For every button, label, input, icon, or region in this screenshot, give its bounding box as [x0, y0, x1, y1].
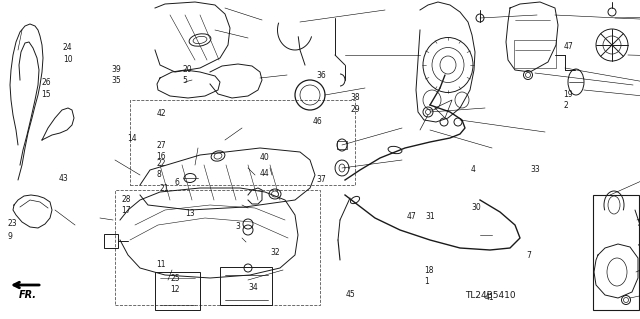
Text: 15: 15 — [42, 90, 51, 99]
Bar — [337, 141, 347, 149]
Text: 19: 19 — [563, 90, 573, 99]
Text: 37: 37 — [316, 175, 326, 184]
Text: 28: 28 — [122, 195, 131, 204]
Text: 21: 21 — [159, 184, 169, 193]
Bar — [220, 267, 272, 305]
Text: 29: 29 — [351, 105, 360, 114]
Text: 18: 18 — [424, 266, 434, 275]
Text: 5: 5 — [182, 76, 188, 85]
Text: 22: 22 — [156, 159, 166, 168]
Text: 6: 6 — [174, 178, 179, 187]
Text: 7: 7 — [526, 251, 531, 260]
Text: 23: 23 — [8, 219, 17, 228]
Text: 24: 24 — [63, 43, 72, 52]
Text: 35: 35 — [111, 76, 121, 85]
Text: 34: 34 — [248, 283, 258, 292]
Text: 47: 47 — [407, 212, 417, 221]
Text: 25: 25 — [170, 274, 180, 283]
Text: 12: 12 — [170, 285, 180, 294]
Text: 10: 10 — [63, 55, 72, 63]
Text: 38: 38 — [351, 93, 360, 102]
Bar — [593, 195, 639, 310]
Text: 44: 44 — [259, 169, 269, 178]
Bar — [155, 272, 200, 310]
Text: 8: 8 — [156, 170, 161, 179]
Text: 45: 45 — [346, 290, 355, 299]
Text: 17: 17 — [122, 206, 131, 215]
Text: 41: 41 — [485, 293, 495, 302]
Text: 42: 42 — [156, 109, 166, 118]
Text: 40: 40 — [259, 153, 269, 162]
Text: 47: 47 — [563, 42, 573, 51]
Text: 30: 30 — [471, 204, 481, 212]
Bar — [514, 40, 556, 68]
Text: 33: 33 — [530, 165, 540, 174]
Text: 14: 14 — [127, 134, 136, 143]
Text: 11: 11 — [156, 260, 166, 269]
Bar — [104, 234, 118, 248]
Bar — [115, 190, 320, 305]
Text: 43: 43 — [59, 174, 68, 183]
Text: 2: 2 — [563, 101, 568, 110]
Bar — [130, 100, 355, 185]
Text: 3: 3 — [236, 222, 241, 231]
Text: TL24B5410: TL24B5410 — [465, 291, 515, 300]
Text: 39: 39 — [111, 65, 121, 74]
Text: 31: 31 — [425, 212, 435, 221]
Text: 13: 13 — [186, 209, 195, 218]
Text: 26: 26 — [42, 78, 51, 87]
Text: 4: 4 — [471, 165, 476, 174]
Text: 36: 36 — [316, 71, 326, 80]
Text: 32: 32 — [270, 249, 280, 257]
Text: 16: 16 — [156, 152, 166, 161]
Text: 9: 9 — [8, 232, 13, 241]
Text: FR.: FR. — [19, 290, 37, 300]
Text: 46: 46 — [312, 117, 322, 126]
Text: 20: 20 — [182, 65, 192, 74]
Text: 1: 1 — [424, 277, 429, 286]
Text: 27: 27 — [156, 141, 166, 150]
